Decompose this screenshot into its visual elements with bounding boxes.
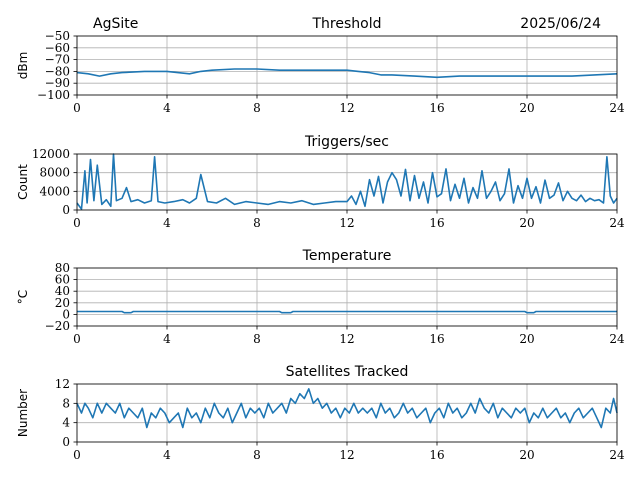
- temperature-title: Temperature: [302, 248, 392, 264]
- satellites-title: Satellites Tracked: [286, 364, 409, 380]
- temperature-xtick-label-2: 8: [253, 332, 261, 346]
- satellites-ytick-label-2: 8: [62, 396, 70, 410]
- threshold-xtick-label-0: 0: [73, 101, 81, 115]
- triggers-panel: 0 4 8 12 16 20 24 0 4000 8000 12000 Triggers/sec Cou…: [16, 134, 625, 230]
- threshold-xtick-label-3: 12: [339, 101, 354, 115]
- satellites-series-line: [76, 387, 618, 429]
- temperature-series-line: [77, 310, 617, 314]
- triggers-xtick-label-5: 20: [519, 216, 534, 230]
- threshold-ytick-label-5: −50: [45, 29, 70, 43]
- satellites-panel: 0 4 8 12 16 20 24 0 4 8 12 Satellites Tracked Number: [16, 364, 625, 462]
- satellites-ytick-label-0: 0: [62, 435, 70, 449]
- temperature-xtick-label-1: 4: [163, 332, 171, 346]
- threshold-ytick-label-2: −80: [45, 64, 70, 78]
- satellites-xtick-label-2: 8: [253, 448, 261, 462]
- satellites-xtick-label-4: 16: [429, 448, 444, 462]
- satellites-ylabel: Number: [16, 389, 30, 437]
- temperature-xtick-label-5: 20: [519, 332, 534, 346]
- satellites-xtick-label-3: 12: [339, 448, 354, 462]
- threshold-series-line: [76, 68, 618, 79]
- temperature-ytick-label-3: 40: [55, 284, 70, 298]
- temperature-xtick-label-6: 24: [609, 332, 625, 346]
- temperature-xtick-label-4: 16: [429, 332, 444, 346]
- threshold-xtick-label-1: 4: [163, 101, 171, 115]
- triggers-ytick-label-2: 8000: [39, 166, 70, 180]
- triggers-ytick-label-3: 12000: [32, 147, 70, 161]
- date-label: 2025/06/24: [520, 16, 601, 32]
- triggers-xtick-label-6: 24: [609, 216, 625, 230]
- temperature-ylabel: °C: [16, 290, 30, 304]
- threshold-ylabel: dBm: [16, 52, 30, 80]
- temperature-ytick-label-4: 60: [55, 273, 70, 287]
- triggers-series-line: [76, 153, 618, 210]
- satellites-ytick-label-1: 4: [62, 416, 70, 430]
- temperature-ytick-label-5: 80: [55, 261, 70, 275]
- threshold-xtick-label-5: 20: [519, 101, 534, 115]
- satellites-xtick-label-1: 4: [163, 448, 171, 462]
- site-label: AgSite: [93, 16, 138, 32]
- temperature-xtick-label-0: 0: [73, 332, 81, 346]
- temperature-ytick-label-1: 0: [62, 307, 70, 321]
- triggers-xtick-label-4: 16: [429, 216, 444, 230]
- triggers-xtick-label-0: 0: [73, 216, 81, 230]
- temperature-ytick-label-2: 20: [55, 296, 70, 310]
- triggers-ylabel: Count: [16, 164, 30, 200]
- threshold-xtick-label-2: 8: [253, 101, 261, 115]
- satellites-xtick-label-5: 20: [519, 448, 534, 462]
- triggers-xtick-label-2: 8: [253, 216, 261, 230]
- threshold-panel: 0 4 8 12 16 20 24 −100−90−80−70−60−50 Threshold d…: [16, 16, 625, 115]
- satellites-ytick-label-3: 12: [55, 377, 70, 391]
- threshold-ytick-label-4: −60: [45, 41, 70, 55]
- temperature-ytick-label-0: −20: [45, 319, 70, 333]
- satellites-xtick-label-6: 24: [609, 448, 625, 462]
- triggers-title: Triggers/sec: [304, 134, 389, 150]
- temperature-xtick-label-3: 12: [339, 332, 354, 346]
- triggers-xtick-label-1: 4: [163, 216, 171, 230]
- triggers-ytick-label-0: 0: [62, 203, 70, 217]
- threshold-xtick-label-6: 24: [609, 101, 625, 115]
- threshold-ytick-label-3: −70: [45, 53, 70, 67]
- threshold-xtick-label-4: 16: [429, 101, 444, 115]
- threshold-title: Threshold: [312, 16, 382, 32]
- triggers-ytick-label-1: 4000: [39, 184, 70, 198]
- triggers-xtick-label-3: 12: [339, 216, 354, 230]
- satellites-xtick-label-0: 0: [73, 448, 81, 462]
- threshold-ytick-label-0: −100: [37, 88, 70, 102]
- threshold-ytick-label-1: −90: [45, 76, 70, 90]
